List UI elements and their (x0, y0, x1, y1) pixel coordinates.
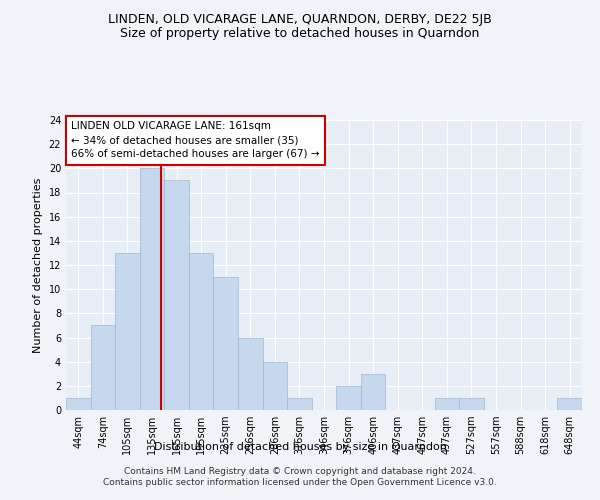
Bar (238, 338, 263, 410)
Bar (164, 180, 189, 410)
Text: Contains HM Land Registry data © Crown copyright and database right 2024.
Contai: Contains HM Land Registry data © Crown c… (103, 468, 497, 487)
Bar (434, 398, 459, 410)
Text: LINDEN OLD VICARAGE LANE: 161sqm
← 34% of detached houses are smaller (35)
66% o: LINDEN OLD VICARAGE LANE: 161sqm ← 34% o… (71, 122, 320, 160)
Bar (214, 277, 238, 410)
Bar (263, 362, 287, 410)
Bar (189, 253, 214, 410)
Bar (336, 386, 361, 410)
Bar (115, 253, 140, 410)
Bar (557, 398, 582, 410)
Bar (459, 398, 484, 410)
Text: Size of property relative to detached houses in Quarndon: Size of property relative to detached ho… (121, 28, 479, 40)
Text: LINDEN, OLD VICARAGE LANE, QUARNDON, DERBY, DE22 5JB: LINDEN, OLD VICARAGE LANE, QUARNDON, DER… (108, 12, 492, 26)
Text: Distribution of detached houses by size in Quarndon: Distribution of detached houses by size … (154, 442, 446, 452)
Bar (66, 398, 91, 410)
Bar (140, 168, 164, 410)
Bar (287, 398, 312, 410)
Bar (91, 326, 115, 410)
Bar (361, 374, 385, 410)
Y-axis label: Number of detached properties: Number of detached properties (33, 178, 43, 352)
